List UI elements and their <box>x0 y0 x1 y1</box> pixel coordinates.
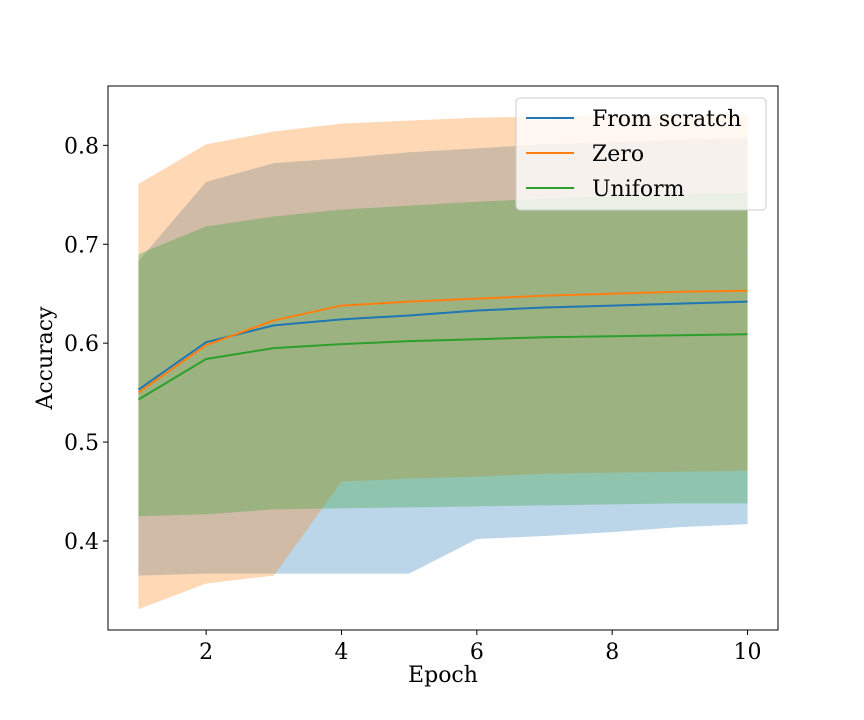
x-axis-label: Epoch <box>408 663 478 688</box>
line-series-1 <box>137 289 748 394</box>
x-tick-label: 4 <box>334 640 348 665</box>
y-axis-label: Accuracy <box>33 306 58 411</box>
legend-entry: From scratch <box>592 107 741 132</box>
confidence-bands <box>138 114 748 610</box>
y-axis: 0.4 0.5 0.6 0.7 0.8 <box>64 134 108 555</box>
x-tick-label: 8 <box>605 640 619 665</box>
y-tick-label: 0.5 <box>64 431 99 456</box>
y-tick-label: 0.4 <box>64 530 99 555</box>
line-series-2 <box>137 333 748 401</box>
y-tick-label: 0.6 <box>64 332 99 357</box>
x-tick-label: 6 <box>470 640 484 665</box>
x-tick-label: 2 <box>199 640 213 665</box>
legend-box <box>515 97 767 211</box>
band-series-0 <box>138 138 748 576</box>
band-series-1 <box>138 114 748 610</box>
x-axis: 2 4 6 8 10 <box>199 630 762 665</box>
y-tick-label: 0.7 <box>64 233 99 258</box>
x-tick-label: 10 <box>734 640 762 665</box>
legend-entry: Uniform <box>592 177 685 202</box>
plot-frame <box>107 85 779 631</box>
y-tick-label: 0.8 <box>64 134 99 159</box>
legend-entry: Zero <box>592 142 644 167</box>
band-series-2 <box>138 192 748 517</box>
series-lines <box>137 289 748 401</box>
legend: From scratch Zero Uniform <box>515 97 767 211</box>
